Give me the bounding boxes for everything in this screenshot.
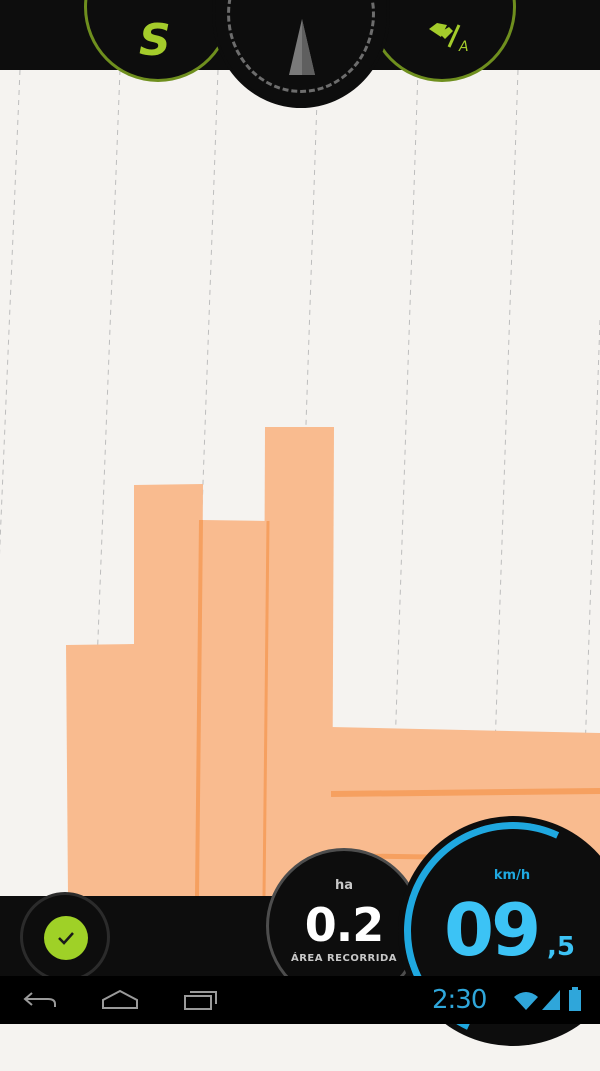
- compass-arrow-icon: [289, 19, 315, 75]
- covered-strip: [66, 644, 136, 896]
- s-button-label: S: [139, 15, 171, 66]
- system-nav-bar: 2:30: [0, 976, 600, 1024]
- overlap-line: [330, 788, 600, 797]
- covered-strips: [66, 427, 600, 896]
- flag-icon: A: [429, 23, 469, 55]
- covered-strip: [263, 427, 334, 896]
- battery-icon: [569, 987, 581, 1011]
- guidance-line: [489, 70, 519, 896]
- check-icon: [58, 932, 74, 945]
- guidance-line: [87, 70, 121, 896]
- covered-strip: [197, 520, 270, 896]
- home-icon[interactable]: [100, 988, 140, 1012]
- status-clock: 2:30: [432, 985, 487, 1015]
- overlap-lines: [195, 519, 600, 896]
- guidance-line: [389, 70, 419, 896]
- map-area[interactable]: [0, 70, 600, 896]
- back-icon[interactable]: [22, 990, 58, 1010]
- guidance-line: [187, 70, 219, 896]
- speed-decimal: ,5: [547, 932, 575, 962]
- area-label: ÁREA RECORRIDA: [290, 953, 398, 964]
- speed-unit: km/h: [493, 868, 531, 883]
- area-value: 0.2: [304, 898, 385, 952]
- recents-icon[interactable]: [182, 988, 220, 1012]
- area-unit: ha: [334, 878, 354, 893]
- overlap-line: [262, 520, 270, 896]
- signal-icon: [542, 990, 560, 1010]
- wifi-icon: [514, 992, 538, 1010]
- confirm-button-core[interactable]: [44, 916, 88, 960]
- overlap-line: [195, 519, 203, 896]
- speed-value: 09: [444, 888, 541, 972]
- covered-strip: [134, 484, 203, 896]
- guidance-line: [0, 70, 21, 555]
- coverage-map: [0, 70, 600, 896]
- flag-button-sub: A: [458, 39, 469, 55]
